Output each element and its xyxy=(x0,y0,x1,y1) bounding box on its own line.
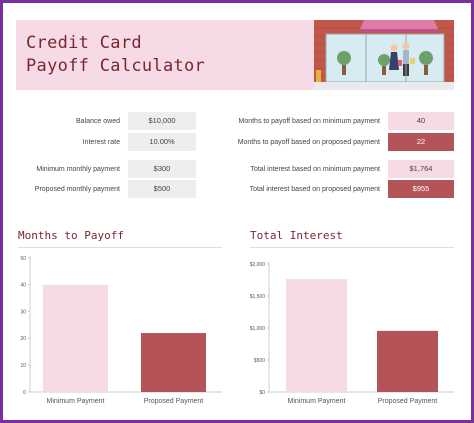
y-tick-label: $1,000 xyxy=(250,326,266,332)
balance-value-field[interactable]: $10,000 xyxy=(128,112,196,130)
title-line-1: Credit Card xyxy=(26,33,142,53)
shopping-storefront-illustration xyxy=(314,20,454,90)
y-tick-label: $1,500 xyxy=(250,294,266,300)
x-category-label: Proposed Payment xyxy=(144,398,204,405)
y-tick-label: 40 xyxy=(20,283,26,289)
header-banner: Credit Card Payoff Calculator xyxy=(16,20,454,90)
y-tick-label: $2,000 xyxy=(250,262,266,268)
total-interest-chart: $0 $500 $1,000 $1,500 $2,000 Minimum Payment P… xyxy=(250,262,454,405)
y-tick-label: 0 xyxy=(23,390,26,396)
interest-chart-title: Total Interest xyxy=(250,229,343,242)
x-category-label: Minimum Payment xyxy=(288,398,346,405)
months-proposed-label: Months to payoff based on proposed payme… xyxy=(237,139,380,146)
y-tick-label: $0 xyxy=(259,390,265,396)
y-tick-label: 50 xyxy=(20,256,26,262)
interest-rate-label: Interest rate xyxy=(82,139,120,146)
months-chart-divider xyxy=(18,247,222,248)
proposed-payment-value-field[interactable]: $500 xyxy=(128,180,196,198)
bar-proposed-payment xyxy=(377,330,438,392)
balance-label: Balance owed xyxy=(76,118,120,125)
months-min-label: Months to payoff based on minimum paymen… xyxy=(238,118,380,125)
title-line-2: Payoff Calculator xyxy=(26,56,206,76)
interest-rate-value-field[interactable]: 10.00% xyxy=(128,133,196,151)
y-tick-label: 30 xyxy=(20,309,26,315)
bar-minimum-payment xyxy=(43,284,108,392)
interest-min-label: Total interest based on minimum payment xyxy=(250,166,380,173)
interest-proposed-label: Total interest based on proposed payment xyxy=(249,186,380,193)
months-to-payoff-chart: 0 10 20 30 40 50 Minimum Payment Proposed Payme… xyxy=(20,256,222,405)
min-payment-value-field[interactable]: $300 xyxy=(128,160,196,178)
proposed-payment-label: Proposed monthly payment xyxy=(34,186,120,193)
interest-min-value: $1,764 xyxy=(388,160,454,178)
bar-minimum-payment xyxy=(286,279,347,392)
min-payment-label: Minimum monthly payment xyxy=(36,166,120,173)
months-chart-title: Months to Payoff xyxy=(18,229,124,242)
months-proposed-value: 22 xyxy=(388,133,454,151)
y-tick-label: 20 xyxy=(20,336,26,342)
y-tick-label: $500 xyxy=(254,358,265,364)
x-category-label: Minimum Payment xyxy=(47,398,105,405)
months-min-value: 40 xyxy=(388,112,454,130)
x-category-label: Proposed Payment xyxy=(378,398,438,405)
interest-chart-divider xyxy=(250,247,454,248)
bar-proposed-payment xyxy=(141,333,206,392)
interest-proposed-value: $955 xyxy=(388,180,454,198)
y-tick-label: 10 xyxy=(20,363,26,369)
page-title: Credit Card Payoff Calculator xyxy=(26,32,205,78)
